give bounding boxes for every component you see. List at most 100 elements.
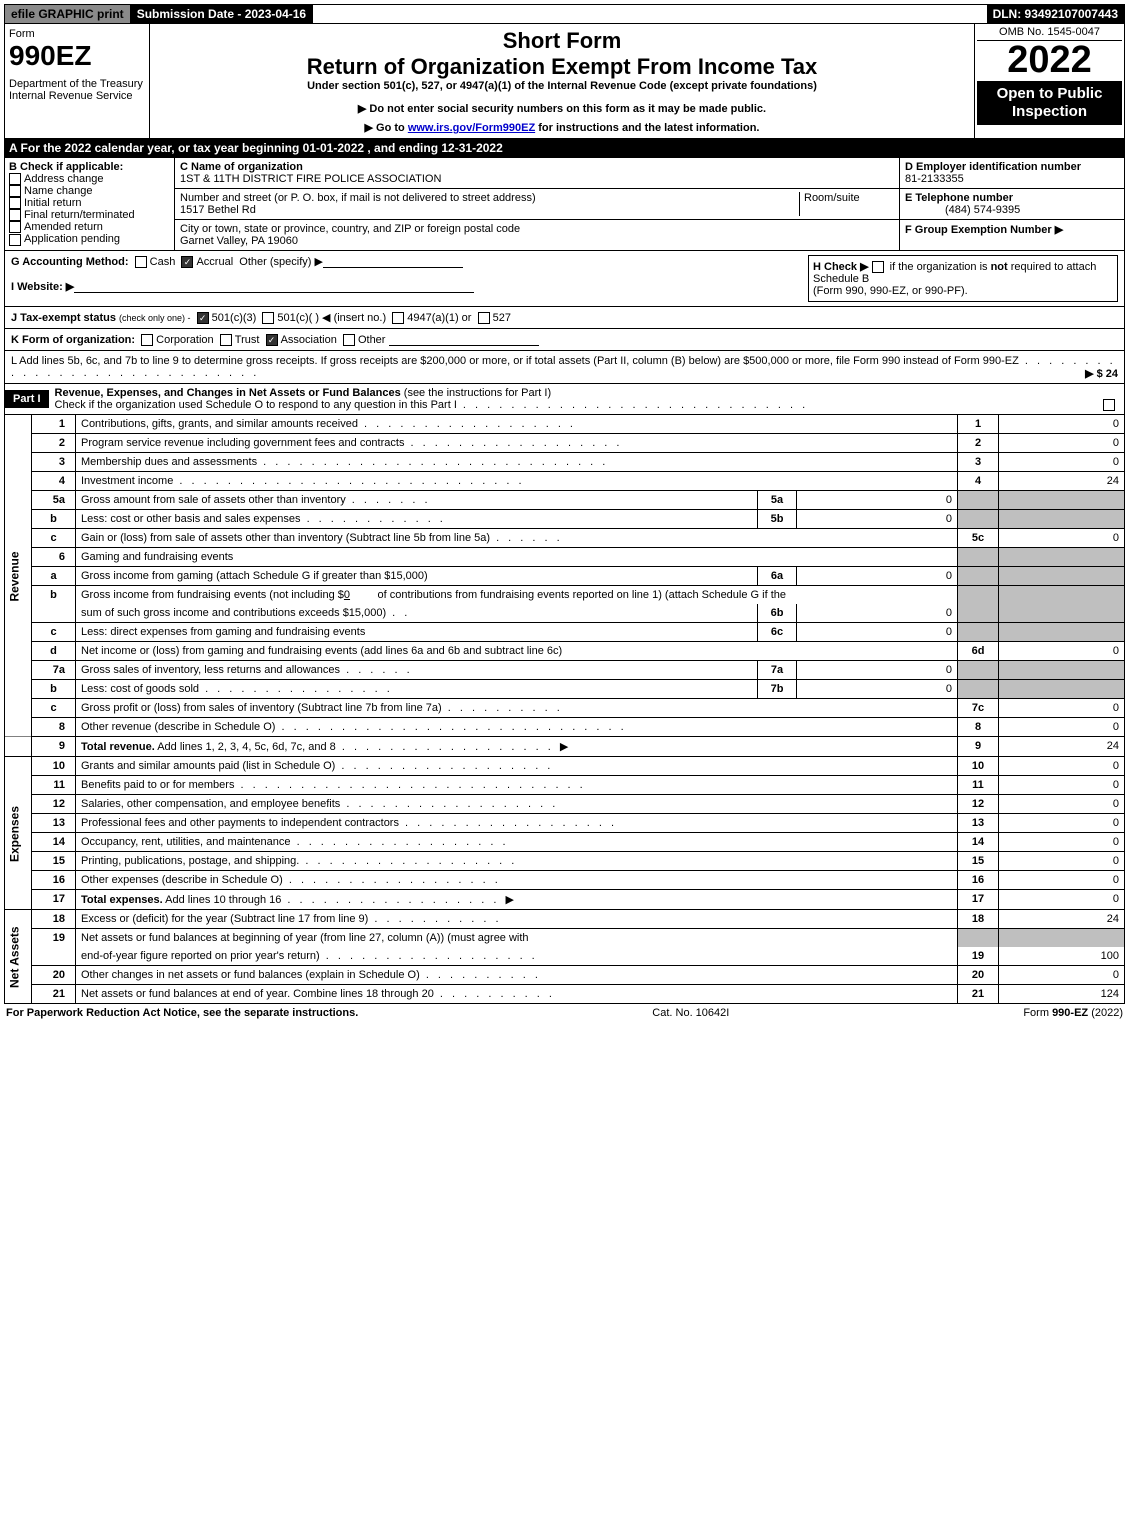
city-label: City or town, state or province, country…: [180, 223, 520, 235]
ln-20-box: 20: [958, 966, 999, 985]
ln-2-box: 2: [958, 434, 999, 453]
ln-2-desc: Program service revenue including govern…: [81, 437, 404, 449]
k-label: K Form of organization:: [11, 334, 135, 346]
footer-left: For Paperwork Reduction Act Notice, see …: [6, 1007, 358, 1019]
ln-1-desc: Contributions, gifts, grants, and simila…: [81, 418, 358, 430]
ln-8-val: 0: [999, 718, 1125, 737]
ln-3-val: 0: [999, 453, 1125, 472]
cb-cash[interactable]: [135, 256, 147, 268]
ein-label: D Employer identification number: [905, 161, 1081, 173]
ln-9-desc: Total revenue.: [81, 741, 155, 753]
efile-print-button[interactable]: efile GRAPHIC print: [5, 5, 131, 23]
ln-6a-mval: 0: [797, 567, 958, 586]
cb-app-pending[interactable]: Application pending: [9, 233, 170, 245]
ln-11-desc: Benefits paid to or for members: [81, 779, 234, 791]
ln-5a-mval: 0: [797, 491, 958, 510]
ln-6-desc: Gaming and fundraising events: [76, 548, 958, 567]
cb-accrual[interactable]: ✓: [181, 256, 193, 268]
col-b-title: B Check if applicable:: [9, 161, 170, 173]
part1-badge: Part I: [5, 390, 49, 408]
ln-1-val: 0: [999, 415, 1125, 434]
ln-7a-mval: 0: [797, 661, 958, 680]
ln-15-desc: Printing, publications, postage, and shi…: [81, 855, 299, 867]
part1-check: Check if the organization used Schedule …: [55, 399, 457, 411]
cb-name-change[interactable]: Name change: [9, 185, 170, 197]
ln-12-box: 12: [958, 795, 999, 814]
cb-schedule-b[interactable]: [872, 261, 884, 273]
lines-table: Revenue 1 Contributions, gifts, grants, …: [4, 415, 1125, 1004]
ln-10-desc: Grants and similar amounts paid (list in…: [81, 760, 335, 772]
ln-14-desc: Occupancy, rent, utilities, and maintena…: [81, 836, 291, 848]
cb-501c3[interactable]: ✓: [197, 312, 209, 324]
ln-6d-val: 0: [999, 642, 1125, 661]
under-section: Under section 501(c), 527, or 4947(a)(1)…: [158, 80, 966, 92]
ln-15-val: 0: [999, 852, 1125, 871]
ln-10-box: 10: [958, 757, 999, 776]
ln-17-desc: Total expenses.: [81, 894, 163, 906]
net-assets-tab: Net Assets: [5, 910, 32, 1004]
ln-6b2-desc: sum of such gross income and contributio…: [81, 607, 386, 619]
ln-7b-mbox: 7b: [758, 680, 797, 699]
cb-4947[interactable]: [392, 312, 404, 324]
ln-5b-desc: Less: cost or other basis and sales expe…: [81, 513, 301, 525]
ln-6a-mbox: 6a: [758, 567, 797, 586]
ln-7b-desc: Less: cost of goods sold: [81, 683, 199, 695]
cb-other[interactable]: [343, 334, 355, 346]
ln-20-desc: Other changes in net assets or fund bala…: [81, 969, 420, 981]
ln-17-box: 17: [958, 890, 999, 910]
city-value: Garnet Valley, PA 19060: [180, 235, 298, 247]
header-left: Form 990EZ Department of the Treasury In…: [5, 24, 150, 138]
ln-6c-desc: Less: direct expenses from gaming and fu…: [76, 623, 758, 642]
cb-initial-return[interactable]: Initial return: [9, 197, 170, 209]
form-label: Form: [9, 28, 145, 40]
ln-9-desc2: Add lines 1, 2, 3, 4, 5c, 6d, 7c, and 8: [155, 741, 336, 753]
no-ssn-warning: ▶ Do not enter social security numbers o…: [158, 102, 966, 115]
ln-6b-desc2: of contributions from fundraising events…: [378, 589, 786, 601]
i-label: I Website: ▶: [11, 281, 74, 293]
cb-corp[interactable]: [141, 334, 153, 346]
part1-sub: (see the instructions for Part I): [404, 387, 551, 399]
j-label: J Tax-exempt status: [11, 312, 116, 324]
ln-16-box: 16: [958, 871, 999, 890]
dept-treasury: Department of the Treasury: [9, 78, 145, 90]
ln-10-val: 0: [999, 757, 1125, 776]
cb-schedule-o[interactable]: [1103, 399, 1115, 411]
ln-7a-desc: Gross sales of inventory, less returns a…: [81, 664, 340, 676]
ln-5a-mbox: 5a: [758, 491, 797, 510]
ln-12-val: 0: [999, 795, 1125, 814]
ln-18-box: 18: [958, 910, 999, 929]
cb-amended[interactable]: Amended return: [9, 221, 170, 233]
cb-trust[interactable]: [220, 334, 232, 346]
goto-prefix: ▶ Go to: [365, 122, 408, 134]
part1-title: Revenue, Expenses, and Changes in Net As…: [55, 387, 401, 399]
ln-6a-desc: Gross income from gaming (attach Schedul…: [76, 567, 758, 586]
ln-8-box: 8: [958, 718, 999, 737]
h-label: H Check ▶: [813, 261, 869, 273]
cb-501c[interactable]: [262, 312, 274, 324]
k-corp: Corporation: [156, 334, 213, 346]
row-k: K Form of organization: Corporation Trus…: [4, 329, 1125, 351]
ln-6d-desc: Net income or (loss) from gaming and fun…: [76, 642, 958, 661]
ln-18-val: 24: [999, 910, 1125, 929]
ln-4-val: 24: [999, 472, 1125, 491]
cash-label: Cash: [150, 256, 176, 268]
j-insert: ◀ (insert no.): [322, 312, 386, 324]
top-bar: efile GRAPHIC print Submission Date - 20…: [4, 4, 1125, 24]
form-header: Form 990EZ Department of the Treasury In…: [4, 24, 1125, 139]
irs-link[interactable]: www.irs.gov/Form990EZ: [408, 122, 535, 134]
open-public-badge: Open to Public Inspection: [977, 81, 1122, 125]
section-a-dates: A For the 2022 calendar year, or tax yea…: [4, 139, 1125, 158]
cb-final-return[interactable]: Final return/terminated: [9, 209, 170, 221]
ln-16-val: 0: [999, 871, 1125, 890]
ln-6b-desc1: Gross income from fundraising events (no…: [81, 589, 344, 601]
tel-value: (484) 574-9395: [905, 204, 1020, 216]
ln-7c-val: 0: [999, 699, 1125, 718]
cb-527[interactable]: [478, 312, 490, 324]
l-text: L Add lines 5b, 6c, and 7b to line 9 to …: [11, 355, 1019, 367]
ln-13-desc: Professional fees and other payments to …: [81, 817, 399, 829]
ln-19-desc1: Net assets or fund balances at beginning…: [76, 929, 958, 948]
cb-assoc[interactable]: ✓: [266, 334, 278, 346]
cb-address-change[interactable]: Address change: [9, 173, 170, 185]
k-other: Other: [358, 334, 386, 346]
ln-5c-desc: Gain or (loss) from sale of assets other…: [81, 532, 490, 544]
